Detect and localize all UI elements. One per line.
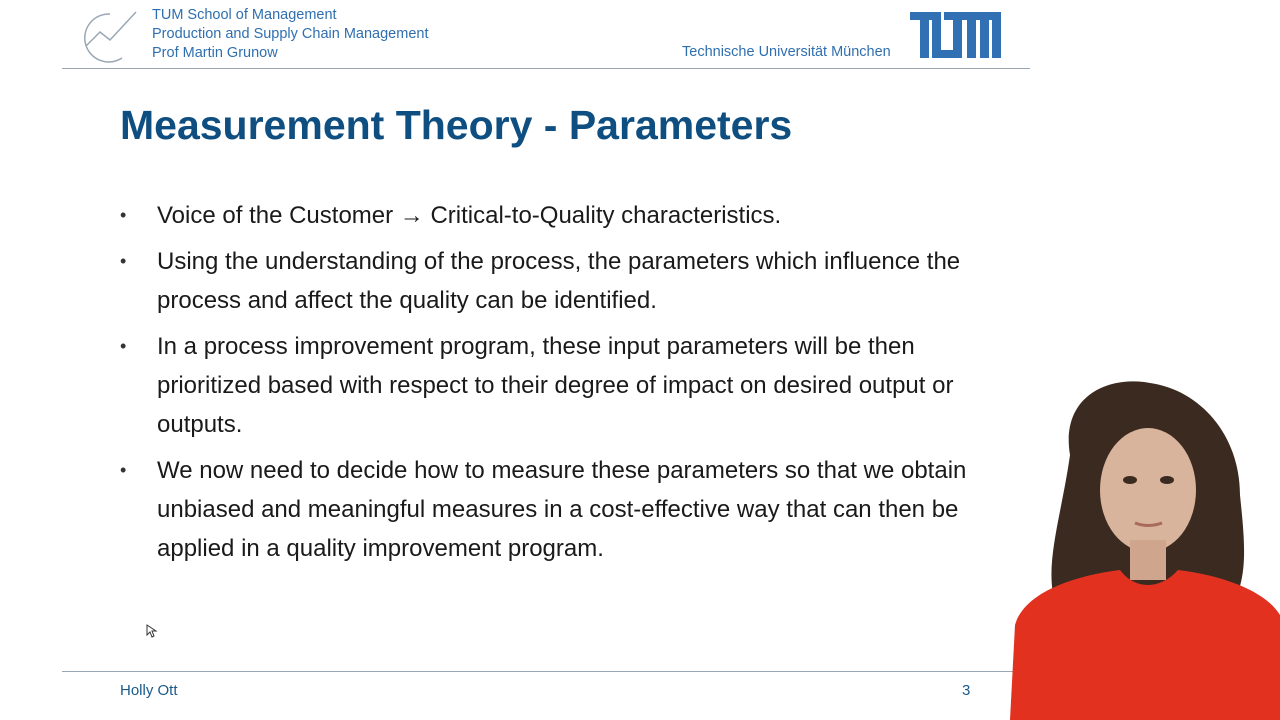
footer-author: Holly Ott — [120, 682, 178, 699]
university: Technische Universität München — [682, 44, 891, 60]
header-text: TUM School of Management Production and … — [152, 6, 428, 63]
bullet-list: Voice of the Customer → Critical-to-Qual… — [120, 196, 970, 575]
bullet: We now need to decide how to measure the… — [120, 451, 970, 568]
footer-rule — [62, 671, 1030, 672]
bullet: Voice of the Customer → Critical-to-Qual… — [120, 196, 970, 235]
page-number: 3 — [962, 682, 971, 699]
header-rule — [62, 68, 1030, 69]
header-line: TUM School of Management — [152, 7, 337, 23]
cursor — [146, 624, 158, 638]
bullet: Using the understanding of the process, … — [120, 242, 970, 320]
header-line: Production and Supply Chain Management — [152, 26, 429, 42]
header-line: Prof Martin Grunow — [152, 45, 278, 61]
bullet: In a process improvement program, these … — [120, 327, 970, 444]
presenter — [1010, 381, 1280, 720]
tum-logo — [910, 12, 1001, 58]
slide-title: Measurement Theory - Parameters — [120, 102, 793, 148]
school-logo — [84, 11, 137, 63]
